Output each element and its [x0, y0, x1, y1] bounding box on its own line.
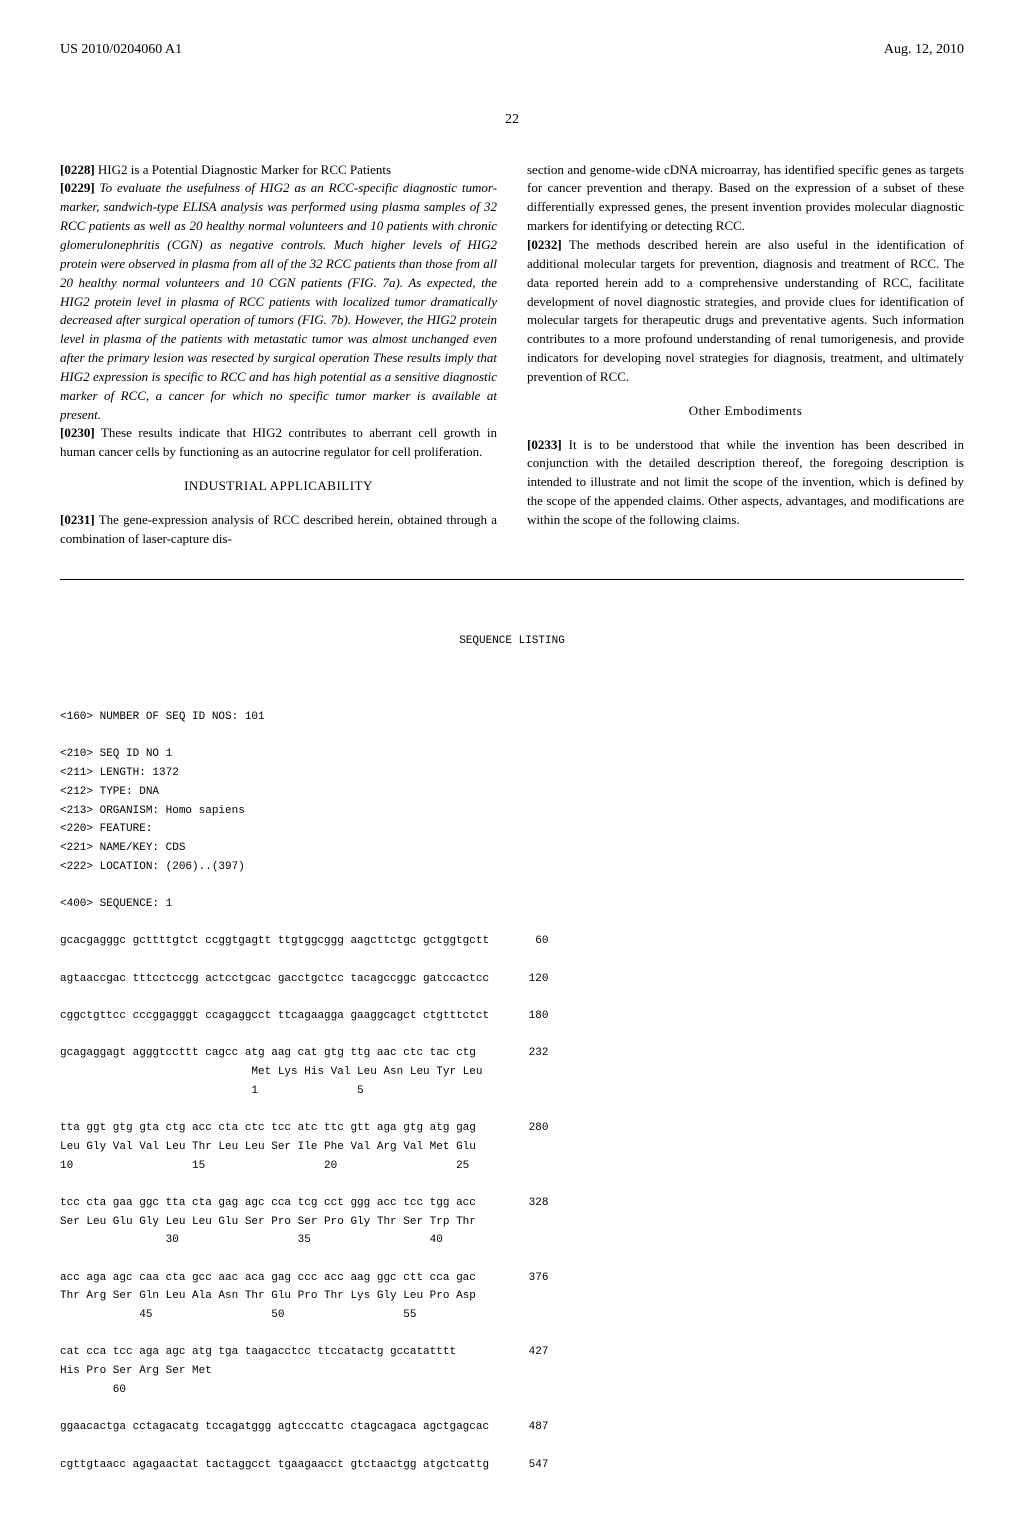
para-num-0232: [0232] [527, 237, 562, 252]
para-text-0232: The methods described herein are also us… [527, 237, 964, 384]
sequence-block: <160> NUMBER OF SEQ ID NOS: 101 <210> SE… [60, 708, 964, 1474]
other-embodiments-heading: Other Embodiments [527, 402, 964, 421]
para-num-0233: [0233] [527, 437, 562, 452]
paragraph-0232: [0232] The methods described herein are … [527, 236, 964, 387]
paragraph-0231-cont: section and genome-wide cDNA microarray,… [527, 161, 964, 236]
para-num-0228: [0228] [60, 162, 95, 177]
paragraph-0231: [0231] The gene-expression analysis of R… [60, 511, 497, 549]
paragraph-0228: [0228] HIG2 is a Potential Diagnostic Ma… [60, 161, 497, 180]
sequence-listing: SEQUENCE LISTING <160> NUMBER OF SEQ ID … [60, 579, 964, 1493]
left-column: [0228] HIG2 is a Potential Diagnostic Ma… [60, 161, 497, 549]
patent-number: US 2010/0204060 A1 [60, 40, 182, 60]
para-num-0231: [0231] [60, 512, 95, 527]
para-text-0230: These results indicate that HIG2 contrib… [60, 425, 497, 459]
industrial-applicability-heading: INDUSTRIAL APPLICABILITY [60, 477, 497, 496]
paragraph-0230: [0230] These results indicate that HIG2 … [60, 424, 497, 462]
para-text-0229: To evaluate the usefulness of HIG2 as an… [60, 180, 497, 421]
sequence-listing-title: SEQUENCE LISTING [60, 632, 964, 651]
body-columns: [0228] HIG2 is a Potential Diagnostic Ma… [60, 161, 964, 549]
paragraph-0229: [0229] To evaluate the usefulness of HIG… [60, 179, 497, 424]
para-text-0228: HIG2 is a Potential Diagnostic Marker fo… [95, 162, 391, 177]
paragraph-0233: [0233] It is to be understood that while… [527, 436, 964, 530]
right-column: section and genome-wide cDNA microarray,… [527, 161, 964, 549]
para-text-0231: The gene-expression analysis of RCC desc… [60, 512, 497, 546]
para-num-0229: [0229] [60, 180, 95, 195]
page-number: 22 [60, 110, 964, 130]
para-num-0230: [0230] [60, 425, 95, 440]
patent-date: Aug. 12, 2010 [884, 40, 964, 60]
para-text-0233: It is to be understood that while the in… [527, 437, 964, 527]
